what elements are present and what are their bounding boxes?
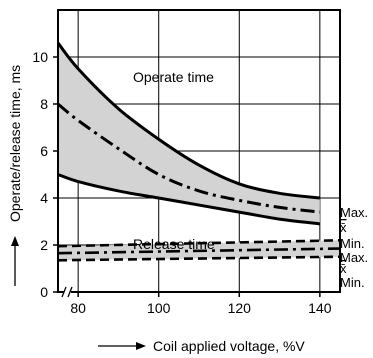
x-axis-break-mark <box>61 286 73 298</box>
operate-time-annotation: Operate time <box>133 69 214 85</box>
axis-break-stroke <box>61 286 67 298</box>
y-tick-label: 2 <box>40 237 48 253</box>
operate-time-band <box>58 42 320 224</box>
x-axis-arrow-head <box>136 342 146 350</box>
y-tick-label: 8 <box>40 96 48 112</box>
operate-avg-line <box>58 102 321 214</box>
y-tick-label: 4 <box>40 190 48 206</box>
axis-ticks: 80 100 120 140 0 2 4 6 8 10 <box>32 49 331 316</box>
release-avg-label: x̄ <box>340 261 347 276</box>
release-max-line <box>58 239 340 248</box>
operate-max-line <box>58 41 321 200</box>
release-min-label: Min. <box>340 275 365 290</box>
release-max-label: Max. <box>340 250 368 265</box>
x-tick-label: 100 <box>147 300 171 316</box>
y-tick-label: 10 <box>32 49 48 65</box>
axis-break-gap <box>64 287 71 297</box>
release-min-line <box>58 255 340 262</box>
y-axis-label: Operate/release time, ms <box>7 65 23 222</box>
x-tick-label: 140 <box>308 300 332 316</box>
x-tick-label: 80 <box>70 300 86 316</box>
y-axis-title: Operate/release time, ms <box>7 65 23 286</box>
operate-min-label: Min. <box>340 236 365 251</box>
release-avg-line <box>58 247 340 255</box>
y-tick-label: 6 <box>40 143 48 159</box>
axis-break-stroke <box>67 286 73 298</box>
operate-avg-label: x̄ <box>340 220 347 235</box>
operate-min-line <box>58 173 321 226</box>
operate-max-label: Max. <box>340 205 368 220</box>
series-layer <box>58 41 340 262</box>
x-axis-title: Coil applied voltage, %V <box>98 338 305 354</box>
y-tick-label: 0 <box>40 284 48 300</box>
y-axis-arrow-head <box>11 236 19 246</box>
x-axis-label: Coil applied voltage, %V <box>153 338 305 354</box>
release-time-annotation: Release time <box>133 236 215 252</box>
x-tick-label: 120 <box>228 300 252 316</box>
